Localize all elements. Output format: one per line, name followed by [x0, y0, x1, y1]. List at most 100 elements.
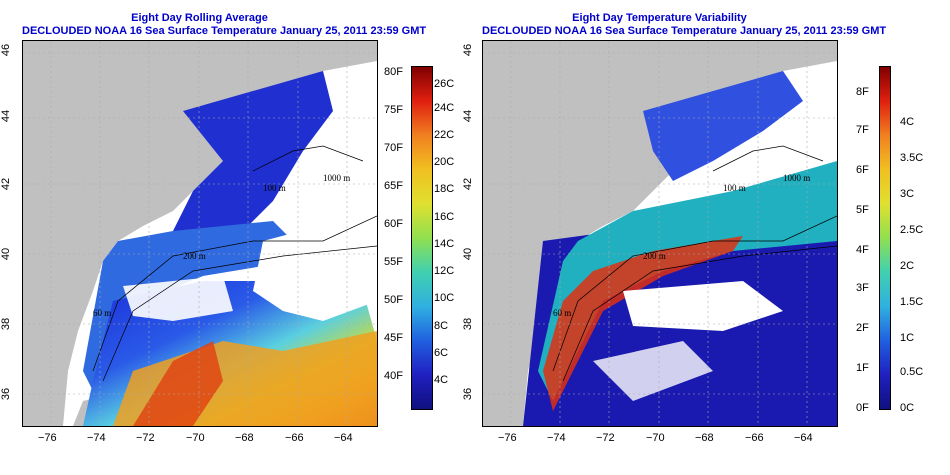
right-depth-60: 60 m [553, 308, 571, 318]
right-title: Eight Day Temperature Variability DECLOU… [482, 12, 887, 38]
cb-f-label: 3F [856, 282, 869, 294]
cold-shelf-water [173, 71, 333, 236]
lon-label: −76 [38, 432, 57, 444]
left-depth-200: 200 m [183, 251, 206, 261]
lon-label: −70 [186, 432, 205, 444]
cb-f-label: 1F [856, 362, 869, 374]
cb-c-label: 14C [434, 238, 455, 250]
lat-label: 44 [0, 109, 13, 123]
lon-label: −66 [285, 432, 304, 444]
cb-f-label: 60F [384, 218, 403, 230]
cloud-mask-2 [593, 341, 713, 401]
cb-f-label: 65F [384, 180, 403, 192]
cb-f-label: 2F [856, 322, 869, 334]
right-title-line2: DECLOUDED NOAA 16 Sea Surface Temperatur… [482, 25, 887, 37]
graticule [23, 41, 377, 426]
lon-label: −66 [745, 432, 764, 444]
cb-c-label: 16C [434, 211, 455, 223]
cb-f-label: 4F [856, 244, 869, 256]
left-depth-60: 60 m [93, 308, 111, 318]
lat-label: 46 [0, 43, 13, 57]
lon-label: −64 [794, 432, 813, 444]
cb-c-label: 2.5C [900, 224, 924, 236]
cb-c-label: 10C [434, 292, 455, 304]
lat-label: 42 [462, 177, 475, 191]
left-title-line2: DECLOUDED NOAA 16 Sea Surface Temperatur… [22, 25, 427, 37]
cb-f-label: 45F [384, 332, 403, 344]
depth-contour-200 [92, 215, 377, 372]
cb-f-label: 40F [384, 370, 403, 382]
right-depth-200: 200 m [643, 251, 666, 261]
right-map-svg: 100 m 200 m 1000 m 60 m [483, 41, 837, 426]
cb-f-label: 70F [384, 142, 403, 154]
left-depth-1000: 1000 m [323, 173, 350, 183]
cb-f-label: 7F [856, 124, 869, 136]
cb-c-label: 0.5C [900, 366, 924, 378]
cb-c-label: 4C [434, 374, 449, 386]
cb-c-label: 12C [434, 265, 455, 277]
lon-label: −72 [596, 432, 615, 444]
right-title-line1: Eight Day Temperature Variability [572, 12, 747, 24]
cb-c-label: 1.5C [900, 296, 924, 308]
lat-label: 44 [462, 109, 475, 123]
lat-label: 36 [462, 387, 475, 401]
lon-label: −64 [334, 432, 353, 444]
depth-contour-1000 [562, 245, 837, 382]
graticule [483, 41, 837, 426]
lat-label: 36 [0, 387, 13, 401]
cb-c-label: 22C [434, 129, 455, 141]
cb-c-label: 8C [434, 320, 449, 332]
shelf-water [83, 221, 293, 391]
cb-c-label: 18C [434, 183, 455, 195]
left-colorbar [411, 66, 433, 410]
right-depth-100: 100 m [723, 183, 746, 193]
cb-c-label: 24C [434, 102, 455, 114]
left-map-svg: 100 m 200 m 1000 m 60 m [23, 41, 377, 426]
lon-label: −68 [695, 432, 714, 444]
cb-f-label: 80F [384, 66, 403, 78]
cb-f-label: 6F [856, 164, 869, 176]
left-title-line1: Eight Day Rolling Average [131, 12, 268, 24]
right-colorbar [879, 66, 891, 410]
cb-c-label: 20C [434, 156, 455, 168]
right-map-panel: 100 m 200 m 1000 m 60 m [482, 40, 838, 427]
cb-c-label: 0C [900, 402, 915, 414]
cb-c-label: 4C [900, 116, 915, 128]
gulf-stream-core [133, 341, 223, 426]
cloud-mask-2 [123, 276, 233, 321]
cloud-mask [623, 281, 783, 331]
cb-c-label: 2C [900, 260, 915, 272]
lon-label: −68 [235, 432, 254, 444]
high-variability-band [543, 236, 743, 411]
right-depth-1000: 1000 m [783, 173, 810, 183]
cb-f-label: 55F [384, 256, 403, 268]
cb-c-label: 3C [900, 188, 915, 200]
lon-label: −74 [87, 432, 106, 444]
lon-label: −70 [646, 432, 665, 444]
lat-label: 40 [462, 247, 475, 261]
lon-label: −74 [547, 432, 566, 444]
cloud-mask [253, 211, 377, 321]
left-title: Eight Day Rolling Average DECLOUDED NOAA… [22, 12, 427, 38]
depth-contour-1000 [102, 245, 377, 382]
left-depth-100: 100 m [263, 183, 286, 193]
lat-label: 40 [0, 247, 13, 261]
lon-label: −72 [136, 432, 155, 444]
cb-c-label: 6C [434, 347, 449, 359]
depth-contour-200 [552, 215, 837, 372]
depth-contour-100 [252, 145, 364, 172]
depth-contour-100 [712, 145, 824, 172]
cb-c-label: 1C [900, 332, 915, 344]
cb-f-label: 5F [856, 204, 869, 216]
lat-label: 38 [462, 317, 475, 331]
lat-label: 42 [0, 177, 13, 191]
mid-variability-band [643, 71, 803, 181]
cb-c-label: 26C [434, 78, 455, 90]
cb-f-label: 75F [384, 104, 403, 116]
lon-label: −76 [498, 432, 517, 444]
left-map-panel: 100 m 200 m 1000 m 60 m [22, 40, 378, 427]
shelf-variability [538, 161, 837, 401]
land-mass [23, 41, 377, 426]
cb-c-label: 3.5C [900, 152, 924, 164]
cb-f-label: 50F [384, 294, 403, 306]
